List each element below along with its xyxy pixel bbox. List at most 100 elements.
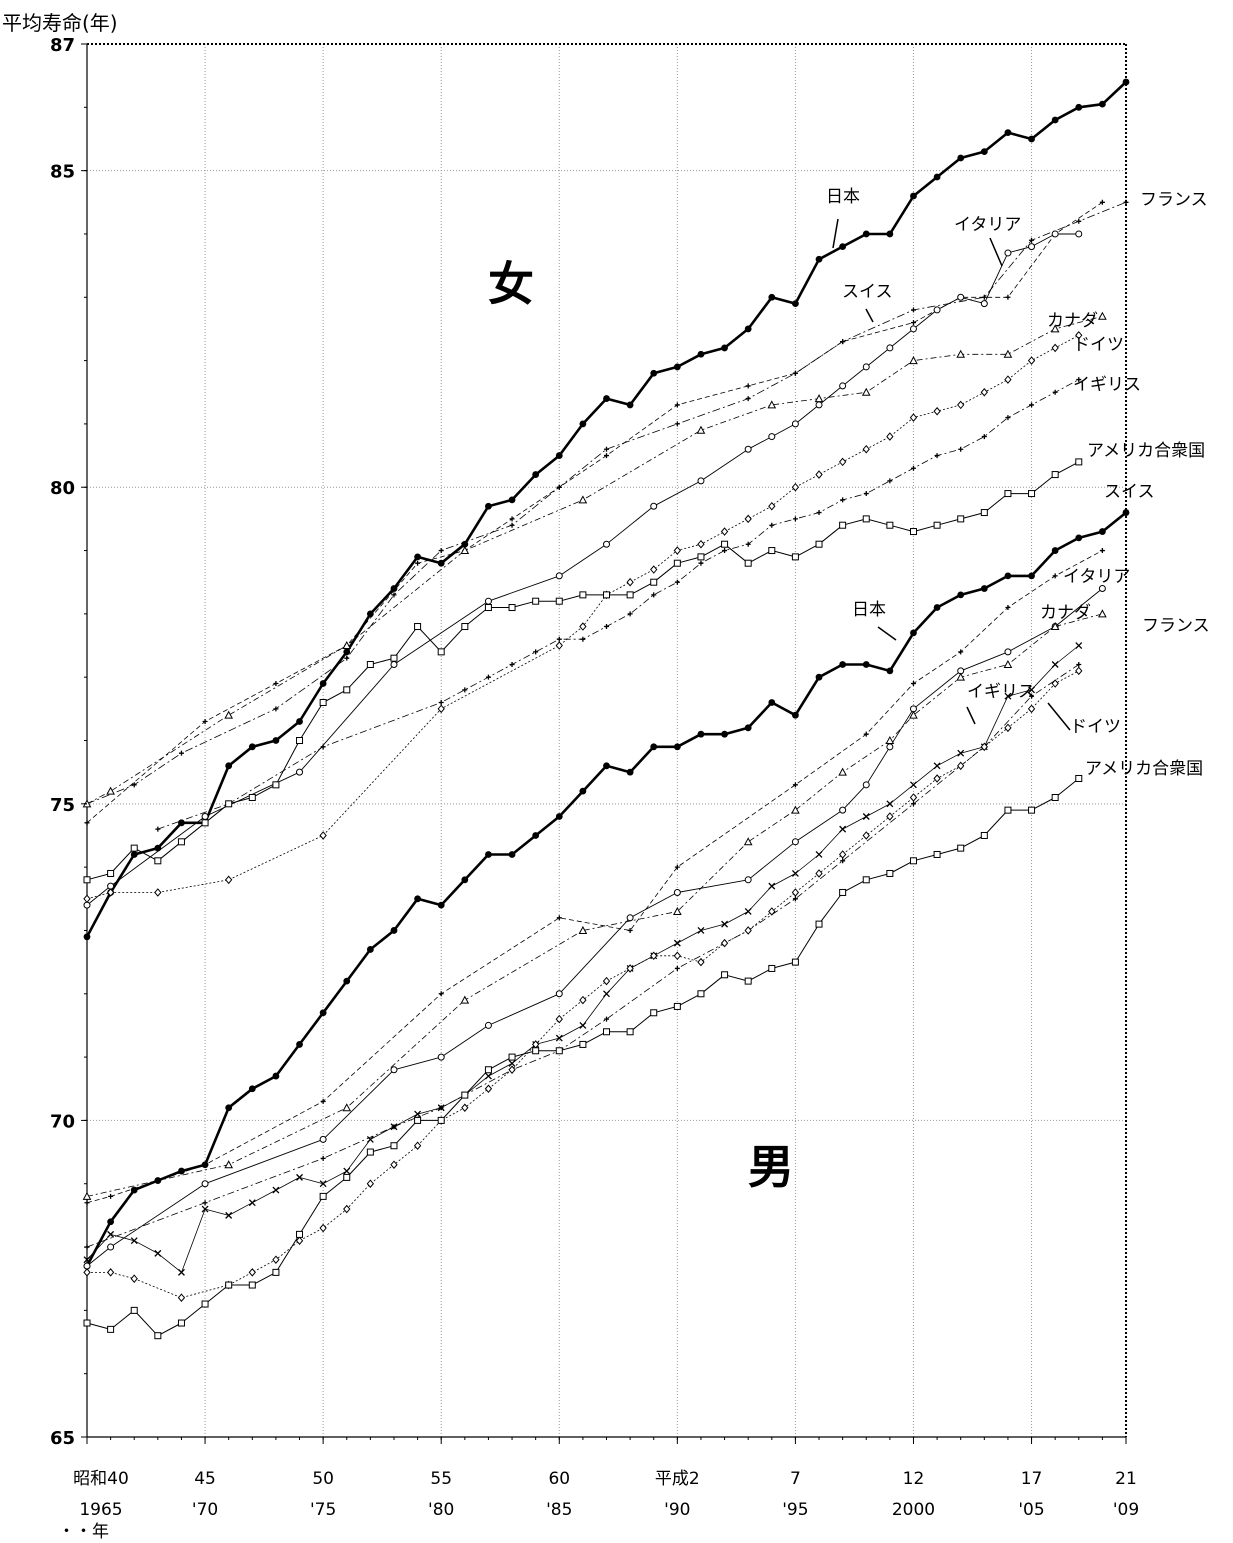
data-point — [1003, 349, 1013, 358]
data-point — [862, 876, 870, 884]
data-point — [840, 339, 846, 345]
data-point — [533, 649, 539, 655]
data-point — [1075, 103, 1083, 111]
data-point — [555, 990, 563, 998]
data-point — [296, 768, 304, 776]
data-point — [815, 869, 823, 878]
data-point — [555, 597, 563, 605]
x-tick-label-line2: '90 — [664, 1500, 690, 1520]
data-point — [721, 971, 729, 979]
data-point — [957, 749, 965, 757]
data-point — [697, 990, 705, 998]
y-axis-label: 平均寿命(年) — [2, 11, 118, 35]
data-point — [532, 597, 540, 605]
data-point — [1050, 324, 1060, 333]
series-male — [82, 609, 1107, 1200]
male-label: 男 — [748, 1140, 794, 1194]
data-point — [83, 894, 91, 904]
data-point — [838, 767, 847, 776]
data-point — [673, 363, 681, 371]
data-point — [721, 344, 728, 352]
data-point — [130, 844, 138, 852]
data-point — [1027, 356, 1036, 365]
data-point — [178, 1167, 185, 1175]
data-point — [83, 933, 91, 941]
data-point — [673, 743, 681, 751]
data-point — [508, 851, 516, 858]
data-point — [744, 514, 752, 524]
data-point — [1051, 793, 1059, 801]
series-female — [82, 311, 1107, 808]
data-point — [414, 623, 422, 631]
data-point — [485, 851, 492, 858]
x-tick-label-line1: 55 — [430, 1469, 452, 1489]
data-point — [768, 501, 776, 511]
data-point — [674, 864, 680, 870]
series-line — [86, 233, 1079, 906]
data-point — [319, 831, 327, 840]
series-line — [86, 201, 1103, 824]
data-point — [484, 1084, 493, 1094]
data-point — [603, 1028, 610, 1036]
data-point — [674, 965, 680, 971]
data-point — [792, 711, 799, 719]
data-point — [579, 622, 587, 631]
data-point — [202, 719, 208, 725]
data-point — [201, 1205, 209, 1213]
data-point — [1051, 661, 1059, 668]
data-point — [768, 964, 776, 972]
data-point — [555, 813, 563, 820]
data-point — [107, 1230, 115, 1238]
data-point — [579, 995, 587, 1005]
data-point — [343, 977, 351, 985]
x-tick-label-line2: '70 — [192, 1500, 218, 1520]
data-point — [319, 680, 327, 687]
data-point — [224, 1160, 234, 1169]
data-point — [508, 1053, 516, 1061]
data-point — [862, 444, 870, 454]
data-point — [815, 673, 823, 681]
data-point — [862, 230, 870, 238]
data-point — [626, 914, 634, 922]
data-point — [886, 812, 894, 821]
data-point — [744, 907, 752, 915]
data-point — [1098, 528, 1106, 535]
data-point — [532, 471, 540, 478]
y-tick-label: 65 — [50, 1428, 75, 1449]
data-point — [107, 1325, 115, 1333]
data-point — [272, 1186, 280, 1194]
data-point — [1052, 573, 1058, 579]
data-point — [1051, 116, 1059, 124]
data-point — [957, 515, 965, 523]
series-label: スイス — [842, 282, 893, 302]
data-point — [437, 901, 445, 909]
data-point — [862, 813, 870, 820]
data-point — [722, 548, 728, 554]
data-point — [839, 661, 847, 668]
data-point — [602, 976, 611, 986]
data-point — [1004, 648, 1012, 656]
data-point — [509, 522, 515, 528]
data-point — [1076, 662, 1082, 668]
y-tick-label: 80 — [50, 478, 75, 499]
data-point — [342, 640, 352, 650]
data-point — [248, 1199, 256, 1207]
data-point — [721, 540, 729, 548]
data-point — [909, 325, 917, 333]
data-point — [956, 672, 966, 681]
series-female — [155, 377, 1082, 832]
data-point — [154, 857, 162, 865]
x-tick-label-line1: 7 — [790, 1469, 801, 1489]
data-point — [107, 1218, 115, 1226]
data-point — [791, 838, 799, 846]
data-point — [578, 495, 588, 504]
data-point — [673, 906, 682, 915]
data-point — [886, 800, 894, 808]
data-point — [461, 876, 469, 884]
data-point — [272, 781, 280, 789]
data-point — [201, 819, 209, 827]
data-point — [673, 888, 681, 896]
data-point — [366, 946, 374, 953]
data-point — [1051, 230, 1059, 238]
data-point — [390, 927, 398, 934]
